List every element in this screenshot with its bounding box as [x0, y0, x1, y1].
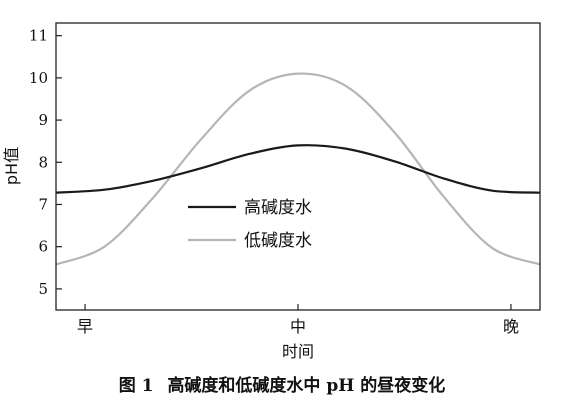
y-tick-label: 9: [38, 111, 48, 129]
x-axis-title: 时间: [282, 342, 314, 361]
legend: 高碱度水 低碱度水: [188, 198, 312, 251]
y-tick-label: 8: [38, 153, 48, 171]
x-tick-label: 中: [290, 317, 306, 336]
series-lines: [55, 72, 541, 266]
y-axis-ticks: 5 6 7 8 9 10 11: [29, 27, 62, 298]
figure-title: 高碱度和低碱度水中 pH 的昼夜变化: [167, 376, 446, 396]
series-line-high-alkalinity: [55, 144, 541, 194]
y-tick-label: 7: [38, 195, 48, 213]
series-line-low-alkalinity: [55, 72, 541, 266]
figure-caption: 图 1 高碱度和低碱度水中 pH 的昼夜变化: [0, 371, 564, 396]
x-axis-ticks: 早中晚: [77, 304, 519, 336]
y-tick-label: 11: [29, 27, 48, 45]
x-tick-label: 早: [77, 317, 93, 336]
legend-label-low-alkalinity: 低碱度水: [244, 231, 312, 251]
y-tick-label: 10: [29, 69, 48, 87]
legend-label-high-alkalinity: 高碱度水: [244, 198, 312, 218]
figure-number: 图 1: [118, 376, 154, 396]
x-tick-label: 晚: [503, 317, 519, 336]
y-tick-label: 6: [38, 238, 48, 256]
plot-frame: [55, 22, 541, 311]
y-axis-title: pH值: [2, 147, 21, 185]
y-tick-label: 5: [38, 280, 48, 298]
